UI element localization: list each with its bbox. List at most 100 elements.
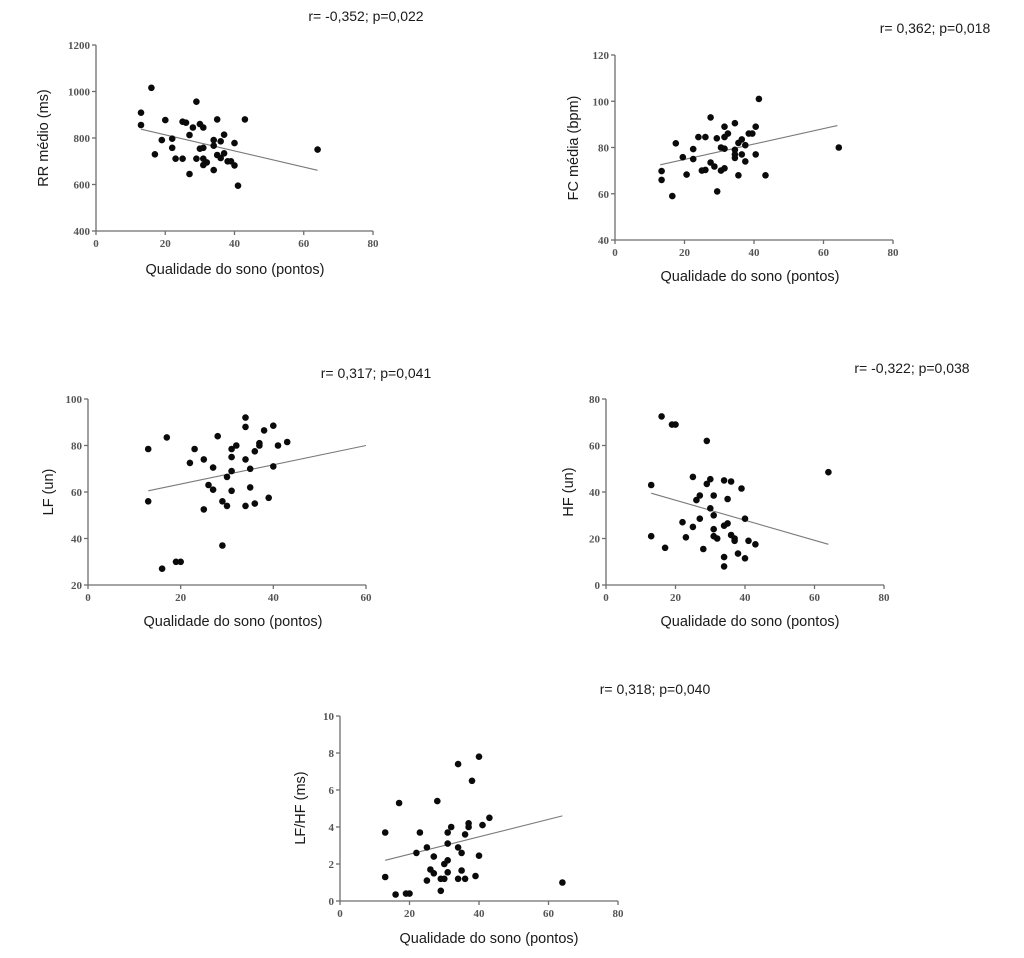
y-axis-title: HF (un) — [561, 467, 577, 516]
data-point — [647, 532, 655, 540]
data-point — [689, 145, 697, 153]
data-point — [707, 475, 714, 483]
data-point — [395, 799, 403, 807]
data-point — [430, 870, 438, 877]
data-point — [210, 136, 217, 144]
data-point — [200, 456, 208, 463]
scatter-panel-hf: r= -0,322; p=0,038 0 20 40 60 80 0 20 40 60 80 Qual… — [561, 360, 970, 630]
y-tick-label: 60 — [589, 441, 601, 453]
x-tick-label: 40 — [474, 908, 486, 920]
x-tick-label: 60 — [543, 908, 555, 920]
data-point — [193, 155, 200, 162]
data-point — [711, 163, 718, 170]
y-tick-label: 0 — [595, 580, 601, 592]
x-tick-label: 60 — [818, 247, 830, 259]
data-point — [658, 176, 665, 184]
data-point — [163, 434, 171, 441]
data-point — [210, 142, 217, 149]
data-point — [392, 891, 399, 898]
y-tick-label: 60 — [71, 487, 83, 499]
x-tick-label: 40 — [268, 592, 280, 604]
data-point — [679, 153, 687, 161]
data-point — [444, 857, 452, 864]
data-point — [423, 877, 431, 884]
data-point — [738, 151, 746, 158]
data-point — [233, 442, 240, 449]
x-tick-label: 0 — [85, 592, 91, 604]
x-axis-title: Qualidade do sono (pontos) — [661, 614, 840, 630]
y-tick-label: 80 — [598, 143, 610, 155]
y-tick-label: 8 — [329, 748, 335, 760]
correlation-annotation: r= 0,318; p=0,040 — [600, 681, 711, 697]
x-tick-label: 0 — [337, 908, 343, 920]
data-point — [658, 413, 665, 420]
y-tick-label: 1000 — [68, 87, 91, 99]
data-point — [242, 414, 249, 421]
data-point — [251, 500, 259, 507]
y-tick-label: 120 — [593, 50, 610, 62]
y-tick-label: 40 — [71, 534, 83, 546]
regression-line — [651, 492, 829, 545]
data-point — [741, 555, 749, 562]
data-point — [755, 95, 763, 103]
data-point — [231, 139, 238, 147]
data-point — [835, 144, 843, 151]
data-point — [447, 823, 455, 831]
data-point — [219, 542, 226, 549]
data-point — [752, 123, 759, 130]
y-tick-label: 6 — [329, 785, 335, 797]
data-point — [430, 853, 438, 860]
data-point — [559, 879, 566, 886]
data-point — [162, 116, 169, 124]
data-point — [217, 154, 224, 162]
data-point — [710, 525, 717, 533]
x-tick-label: 0 — [603, 592, 609, 604]
x-axis-title: Qualidade do sono (pontos) — [661, 269, 840, 285]
y-tick-label: 2 — [329, 859, 335, 871]
y-tick-label: 1200 — [68, 40, 91, 52]
x-tick-label: 20 — [679, 247, 691, 259]
data-point — [700, 545, 707, 553]
data-point — [251, 448, 259, 455]
x-tick-label: 60 — [809, 592, 821, 604]
data-point — [472, 872, 479, 880]
data-point — [260, 427, 268, 434]
data-point — [200, 144, 207, 152]
data-point — [228, 487, 235, 495]
data-point — [742, 141, 749, 149]
data-point — [689, 523, 697, 531]
y-axis-title: LF (un) — [41, 469, 57, 516]
y-tick-label: 100 — [593, 96, 610, 108]
y-tick-label: 400 — [74, 226, 91, 238]
data-point — [696, 492, 704, 499]
data-point — [702, 166, 709, 174]
data-point — [461, 831, 469, 838]
data-point — [406, 890, 413, 897]
data-point — [707, 114, 714, 121]
y-tick-label: 4 — [329, 822, 335, 834]
data-point — [242, 502, 249, 510]
data-point — [710, 512, 717, 519]
data-point — [702, 133, 709, 141]
x-tick-label: 40 — [229, 238, 241, 250]
data-point — [314, 146, 321, 153]
data-point — [454, 760, 462, 768]
data-point — [209, 486, 217, 494]
data-point — [468, 777, 476, 785]
data-point — [475, 753, 483, 760]
data-point — [731, 537, 738, 545]
data-point — [661, 544, 669, 552]
data-point — [742, 158, 749, 165]
x-tick-label: 60 — [298, 238, 310, 250]
data-point — [441, 875, 448, 883]
data-point — [242, 456, 249, 463]
y-tick-label: 20 — [71, 580, 83, 592]
data-point — [144, 445, 152, 453]
x-tick-label: 40 — [740, 592, 752, 604]
data-point — [647, 481, 655, 489]
data-point — [177, 558, 184, 566]
x-axis-title: Qualidade do sono (pontos) — [400, 931, 579, 947]
data-point — [189, 124, 197, 131]
data-point — [683, 171, 690, 178]
